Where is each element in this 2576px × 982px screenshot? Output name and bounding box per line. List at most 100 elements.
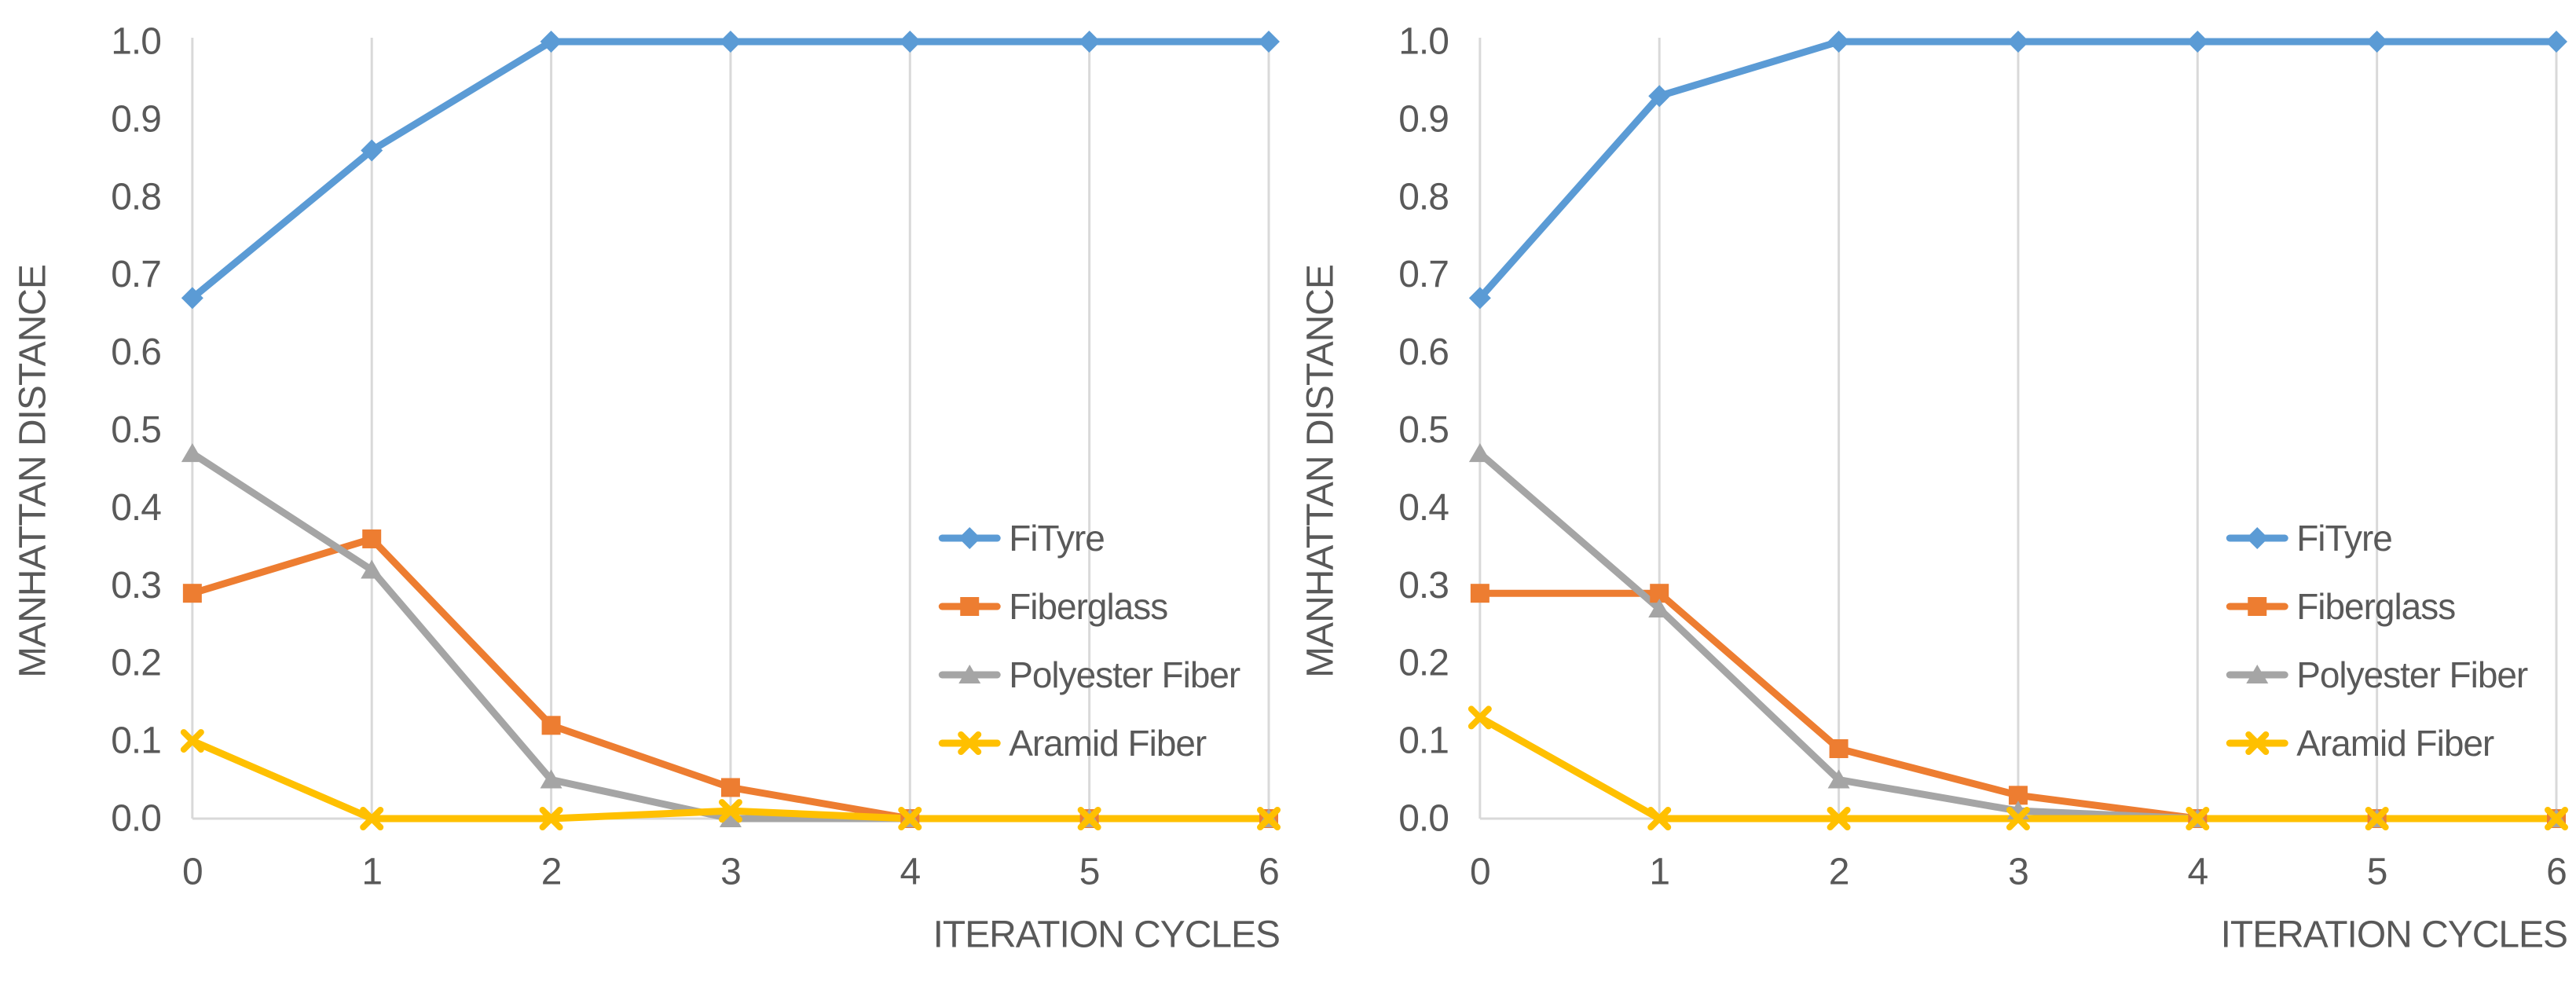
- legend-item-polyester-fiber: Polyester Fiber: [938, 654, 1241, 695]
- y-tick-label: 0.2: [1398, 643, 1449, 684]
- chart-left-svg: 0.0 0.1 0.2 0.3 0.4 0.5 0.6 0.7 0.8 0.9 1.0 0 1 2 3 4 5 6…: [12, 20, 1281, 955]
- y-tick-label: 0.2: [111, 643, 161, 684]
- chart-right: 0.0 0.1 0.2 0.3 0.4 0.5 0.6 0.7 0.8 0.9 1.0 0 1 2 3 4 5 6…: [1288, 0, 2575, 982]
- legend-label: Polyester Fiber: [1009, 654, 1240, 695]
- legend-swatch-marker: [958, 527, 981, 549]
- y-tick-label: 0.0: [111, 797, 161, 839]
- y-tick-label: 0.5: [111, 409, 161, 451]
- x-marker-stroke: [1077, 807, 1101, 830]
- series-marker-fiberglass: [1470, 584, 1490, 603]
- series-marker-fityre: [540, 31, 562, 53]
- x-marker-stroke: [1827, 807, 1851, 830]
- legend-swatch-marker: [958, 665, 981, 683]
- series-marker-aramid-fiber: [898, 807, 922, 830]
- series-marker-fiberglass: [362, 529, 382, 548]
- x-tick-label: 4: [2187, 851, 2208, 892]
- series-marker-aramid-fiber: [360, 807, 384, 830]
- y-tick-label: 0.8: [1398, 176, 1449, 218]
- legend-label: FiTyre: [1009, 518, 1105, 559]
- y-tick-label: 0.6: [1398, 332, 1449, 373]
- legend-label: Polyester Fiber: [2296, 654, 2528, 695]
- x-marker-stroke: [2006, 807, 2030, 830]
- series-marker-fityre: [181, 287, 203, 310]
- series-marker-polyester-fiber: [1648, 598, 1671, 617]
- legend-swatch-marker: [2246, 527, 2269, 549]
- series-marker-fityre: [1468, 287, 1491, 310]
- y-tick-label: 0.9: [1398, 98, 1449, 140]
- chart-left: 0.0 0.1 0.2 0.3 0.4 0.5 0.6 0.7 0.8 0.9 1.0 0 1 2 3 4 5 6…: [12, 20, 1281, 955]
- series-marker-polyester-fiber: [540, 769, 562, 789]
- series-marker-fiberglass: [720, 778, 740, 797]
- series-marker-aramid-fiber: [2006, 807, 2030, 830]
- y-tick-label: 1.0: [111, 20, 161, 62]
- x-tick-label: 0: [182, 851, 203, 892]
- series-marker-fityre: [1258, 31, 1281, 53]
- series-marker-fityre: [899, 31, 922, 53]
- y-tick-label: 0.7: [1398, 254, 1449, 295]
- y-tick-label: 0.8: [111, 176, 161, 218]
- x-marker-stroke: [360, 807, 384, 830]
- series-marker-fityre: [2365, 31, 2388, 53]
- x-tick-label: 5: [2367, 851, 2387, 892]
- series-marker-polyester-fiber: [181, 443, 203, 463]
- x-tick-label: 1: [1649, 851, 1669, 892]
- series-marker-aramid-fiber: [718, 799, 742, 823]
- chart-right-svg: 0.0 0.1 0.2 0.3 0.4 0.5 0.6 0.7 0.8 0.9 1.0 0 1 2 3 4 5 6…: [1299, 20, 2569, 955]
- series-marker-polyester-fiber: [1827, 769, 1850, 789]
- x-tick-label: 1: [361, 851, 382, 892]
- y-tick-label: 0.1: [111, 720, 161, 762]
- x-tick-label: 2: [541, 851, 562, 892]
- x-axis-title: ITERATION CYCLES: [2221, 914, 2567, 955]
- x-marker-stroke: [718, 799, 742, 823]
- x-tick-label: 6: [2546, 851, 2567, 892]
- x-tick-label: 3: [2008, 851, 2028, 892]
- y-tick-label: 0.6: [111, 332, 161, 373]
- x-marker-stroke: [1257, 807, 1281, 830]
- legend-item-polyester-fiber: Polyester Fiber: [2226, 654, 2529, 695]
- series-marker-polyester-fiber: [361, 559, 383, 579]
- x-marker-stroke: [958, 731, 982, 755]
- series-marker-polyester-fiber: [719, 808, 742, 827]
- series-marker-aramid-fiber: [1468, 705, 1492, 730]
- y-tick-label: 0.1: [1398, 720, 1449, 762]
- y-tick-label: 0.3: [111, 565, 161, 606]
- series-marker-aramid-fiber: [1257, 807, 1281, 830]
- legend-swatch-marker: [958, 731, 982, 755]
- legend-swatch-marker: [2248, 597, 2267, 616]
- x-marker-stroke: [539, 807, 563, 830]
- series-marker-aramid-fiber: [2365, 807, 2389, 830]
- y-tick-label: 0.3: [1398, 565, 1449, 606]
- y-tick-label: 0.4: [1398, 487, 1449, 529]
- x-axis-title: ITERATION CYCLES: [933, 914, 1280, 955]
- legend-swatch-marker: [960, 597, 980, 616]
- series-marker-fiberglass: [2008, 786, 2028, 805]
- x-marker-stroke: [1647, 807, 1672, 830]
- x-tick-label: 6: [1259, 851, 1279, 892]
- legend-label: Fiberglass: [1009, 586, 1167, 627]
- x-tick-label: 0: [1470, 851, 1490, 892]
- legend-label: Fiberglass: [2296, 586, 2455, 627]
- x-tick-label: 2: [1829, 851, 1849, 892]
- series-marker-fityre: [1078, 31, 1101, 53]
- series-marker-aramid-fiber: [1827, 807, 1851, 830]
- series-marker-polyester-fiber: [1468, 443, 1491, 463]
- y-tick-label: 0.9: [111, 98, 161, 140]
- series-marker-aramid-fiber: [1077, 807, 1101, 830]
- x-marker-stroke: [1468, 705, 1492, 730]
- y-tick-label: 1.0: [1398, 20, 1449, 62]
- series-marker-fityre: [2006, 31, 2029, 53]
- series-marker-fityre: [1827, 31, 1850, 53]
- series-marker-fiberglass: [182, 584, 202, 603]
- x-marker-stroke: [2186, 807, 2210, 830]
- series-marker-fiberglass: [1829, 738, 1849, 758]
- x-tick-label: 3: [720, 851, 741, 892]
- legend-label: Aramid Fiber: [1009, 723, 1207, 764]
- series-marker-fiberglass: [1650, 584, 1669, 603]
- legend-swatch-marker: [2246, 665, 2269, 683]
- y-tick-label: 0.7: [111, 254, 161, 295]
- legend-item-fityre: FiTyre: [2226, 518, 2393, 559]
- x-marker-stroke: [2365, 807, 2389, 830]
- x-marker-stroke: [2545, 807, 2569, 830]
- series-marker-aramid-fiber: [539, 807, 563, 830]
